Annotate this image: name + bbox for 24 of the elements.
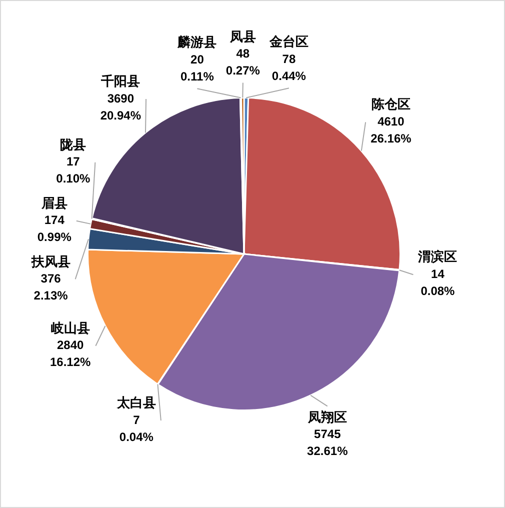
slice-label: 扶风县: [30, 254, 70, 269]
slice-label: 千阳县: [100, 74, 140, 89]
data-label: 48 0.27%: [226, 46, 260, 78]
data-label: 2840 16.12%: [50, 338, 91, 370]
data-label: 14 0.08%: [420, 266, 456, 298]
data-label: 78 0.44%: [272, 52, 306, 83]
data-label: 17 0.10%: [56, 154, 91, 186]
data-label: 174 0.99%: [37, 213, 72, 244]
slice-label: 眉县: [40, 195, 68, 210]
data-label: 376 2.13%: [34, 272, 68, 303]
slice-label: 岐山县: [50, 320, 90, 336]
data-label: 3690 20.94%: [100, 91, 142, 122]
slice-label: 渭滨区: [417, 249, 458, 264]
slice-label: 凤县: [228, 28, 256, 44]
data-label: 5745 32.61%: [307, 427, 348, 458]
slice-label: 凤翔区: [306, 409, 347, 424]
data-label: 20 0.11%: [180, 52, 214, 84]
data-label: 7 0.04%: [119, 412, 154, 444]
slice-label: 金台区: [268, 34, 308, 50]
slice-label: 陇县: [60, 136, 86, 152]
slice-label: 太白县: [116, 395, 156, 410]
slice-label: 陈仓区: [371, 96, 410, 112]
data-label: 4610 26.16%: [370, 114, 412, 146]
slice-label: 麟游县: [176, 34, 217, 50]
